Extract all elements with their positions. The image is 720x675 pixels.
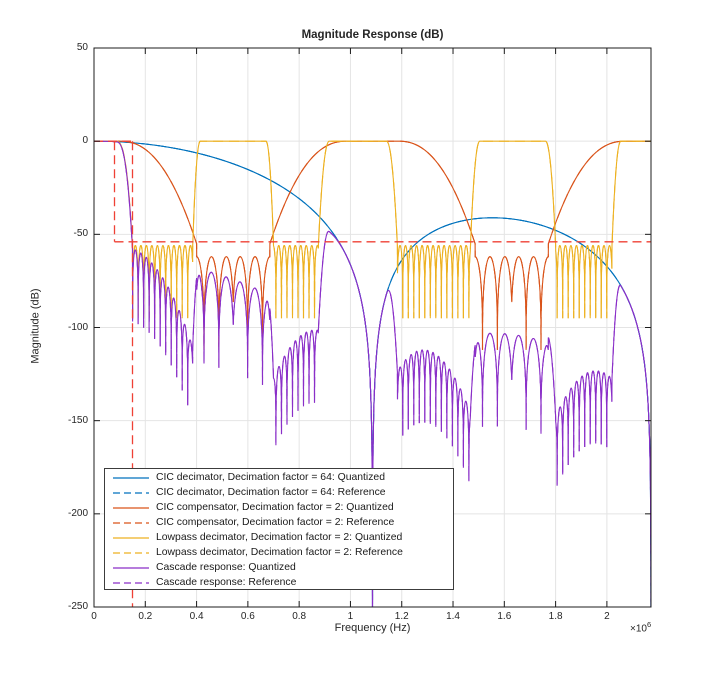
x-tick-label: 2 (604, 611, 610, 622)
chart-title: Magnitude Response (dB) (301, 29, 444, 41)
x-tick-label: 1.2 (394, 611, 409, 622)
x-tick-label: 0.4 (189, 611, 204, 622)
legend-swatch-line (113, 566, 149, 569)
legend-item: CIC compensator, Decimation factor = 2: … (105, 515, 453, 530)
legend-item: Cascade response: Reference (105, 575, 453, 590)
y-axis-label: Magnitude (dB) (29, 288, 42, 364)
axis-ticks (93, 47, 651, 608)
legend-item: CIC compensator, Decimation factor = 2: … (105, 500, 453, 515)
x-tick-label: 0.6 (240, 611, 255, 622)
y-tick-label: -200 (67, 507, 88, 519)
legend-swatch-line (113, 506, 149, 509)
legend-swatch-line (113, 491, 149, 494)
legend-item-label: Cascade response: Reference (156, 577, 297, 588)
x-tick-label: 0.8 (292, 611, 307, 622)
y-tick-label: -50 (73, 228, 88, 240)
legend-item-label: CIC decimator, Decimation factor = 64: Q… (156, 472, 385, 483)
y-tick-label: -100 (67, 321, 88, 333)
x-tick-label: 1 (347, 611, 354, 622)
x-scale-label: ×106 (630, 620, 651, 634)
legend-item-label: CIC compensator, Decimation factor = 2: … (156, 517, 395, 528)
legend-item-label: Lowpass decimator, Decimation factor = 2… (156, 532, 403, 543)
series-casc_q (94, 140, 651, 607)
x-scale-exponent: 6 (646, 620, 652, 629)
y-tick-label: -150 (67, 414, 88, 426)
spec-mask-line (94, 140, 651, 607)
series-lp_r (94, 140, 651, 319)
y-tick-label: 0 (82, 135, 88, 147)
legend-item: CIC decimator, Decimation factor = 64: R… (105, 485, 453, 500)
x-axis-label: Frequency (Hz) (334, 622, 411, 634)
x-tick-label: 0 (91, 611, 97, 622)
x-tick-label: 0.2 (138, 611, 153, 622)
legend-swatch-line (113, 521, 149, 524)
legend-item: Cascade response: Quantized (105, 560, 453, 575)
x-tick-label: 1.6 (497, 611, 512, 622)
x-tick-label: 1.4 (446, 611, 460, 622)
legend-box: CIC decimator, Decimation factor = 64: Q… (104, 468, 454, 590)
legend-swatch-line (113, 536, 149, 539)
legend-item-label: CIC compensator, Decimation factor = 2: … (156, 502, 394, 513)
legend-swatch-line (113, 476, 149, 479)
y-tick-label: 50 (76, 42, 88, 53)
legend-item: Lowpass decimator, Decimation factor = 2… (105, 530, 453, 545)
x-tick-label: 1.8 (548, 611, 563, 622)
series-cic_r (94, 140, 651, 607)
legend-item-label: Lowpass decimator, Decimation factor = 2… (156, 547, 403, 558)
legend-swatch-line (113, 581, 149, 584)
legend-item-label: Cascade response: Quantized (156, 562, 296, 573)
legend-item: Lowpass decimator, Decimation factor = 2… (105, 545, 453, 560)
legend-item-label: CIC decimator, Decimation factor = 64: R… (156, 487, 386, 498)
y-tick-label: -250 (67, 601, 88, 612)
x-scale-base: ×10 (630, 623, 647, 635)
series-lp_q (94, 140, 651, 319)
legend-swatch-line (113, 551, 149, 554)
legend-item: CIC decimator, Decimation factor = 64: Q… (105, 470, 453, 485)
